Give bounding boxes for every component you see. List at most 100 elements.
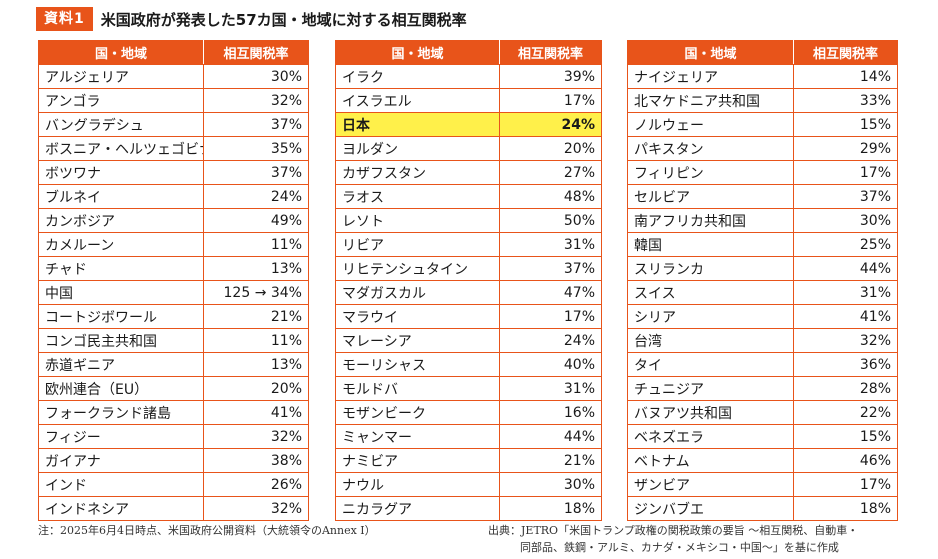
- rate-cell: 20%: [203, 376, 309, 401]
- country-cell: アンゴラ: [38, 88, 204, 113]
- country-cell: 欧州連合（EU）: [38, 376, 204, 401]
- rate-cell: 30%: [499, 472, 602, 497]
- column-header-rate: 相互関税率: [203, 40, 309, 65]
- country-cell: バヌアツ共和国: [627, 400, 794, 425]
- rate-cell: 24%: [203, 184, 309, 209]
- table-row: ヨルダン 20%: [335, 136, 602, 161]
- table-row: リヒテンシュタイン 37%: [335, 256, 602, 281]
- rate-cell: 22%: [793, 400, 898, 425]
- table-row: シリア 41%: [627, 304, 898, 329]
- document-title: 米国政府が発表した57カ国・地域に対する相互関税率: [100, 10, 467, 29]
- rate-cell: 30%: [793, 208, 898, 233]
- rate-cell: 28%: [793, 376, 898, 401]
- source-line-2: 同部品、鉄鋼・アルミ、カナダ・メキシコ・中国～」を基に作成: [520, 541, 839, 554]
- table-row: マダガスカル 47%: [335, 280, 602, 305]
- table-row: マラウイ 17%: [335, 304, 602, 329]
- table-row: アルジェリア 30%: [38, 64, 309, 89]
- rate-cell: 44%: [499, 424, 602, 449]
- rate-cell: 18%: [793, 496, 898, 521]
- country-cell: 日本: [335, 112, 500, 137]
- country-cell: 中国: [38, 280, 204, 305]
- rate-cell: 11%: [203, 328, 309, 353]
- country-cell: ボツワナ: [38, 160, 204, 185]
- rate-cell: 17%: [793, 472, 898, 497]
- country-cell: ミャンマー: [335, 424, 500, 449]
- rate-cell: 35%: [203, 136, 309, 161]
- table-row: バヌアツ共和国 22%: [627, 400, 898, 425]
- rate-cell: 37%: [203, 160, 309, 185]
- table-row: スイス 31%: [627, 280, 898, 305]
- column-header-country: 国・地域: [335, 40, 500, 65]
- rate-cell: 26%: [203, 472, 309, 497]
- table-row: レソト 50%: [335, 208, 602, 233]
- country-cell: ジンバブエ: [627, 496, 794, 521]
- table-row: ナイジェリア 14%: [627, 64, 898, 89]
- country-cell: フィリピン: [627, 160, 794, 185]
- source-line-1: 出典：JETRO「米国トランプ政権の関税政策の要旨 ～相互関税、自動車・: [488, 524, 859, 537]
- rate-cell: 41%: [203, 400, 309, 425]
- rate-cell: 15%: [793, 424, 898, 449]
- table-row: 台湾 32%: [627, 328, 898, 353]
- table-row: ザンビア 17%: [627, 472, 898, 497]
- rate-cell: 32%: [793, 328, 898, 353]
- rate-cell: 29%: [793, 136, 898, 161]
- column-header-rate: 相互関税率: [793, 40, 898, 65]
- rate-cell: 30%: [203, 64, 309, 89]
- table-row: モーリシャス 40%: [335, 352, 602, 377]
- document-header: 資料1 米国政府が発表した57カ国・地域に対する相互関税率: [36, 6, 467, 32]
- country-cell: モザンビーク: [335, 400, 500, 425]
- table-row: セルビア 37%: [627, 184, 898, 209]
- country-cell: ザンビア: [627, 472, 794, 497]
- table-row: ボツワナ 37%: [38, 160, 309, 185]
- country-cell: 韓国: [627, 232, 794, 257]
- country-cell: チュニジア: [627, 376, 794, 401]
- table-row: カンボジア 49%: [38, 208, 309, 233]
- country-cell: フィジー: [38, 424, 204, 449]
- country-cell: カメルーン: [38, 232, 204, 257]
- rate-cell: 18%: [499, 496, 602, 521]
- rate-cell: 27%: [499, 160, 602, 185]
- table-row: コートジボワール 21%: [38, 304, 309, 329]
- rate-cell: 39%: [499, 64, 602, 89]
- rate-cell: 48%: [499, 184, 602, 209]
- rate-cell: 49%: [203, 208, 309, 233]
- table-row: イラク 39%: [335, 64, 602, 89]
- rate-cell: 15%: [793, 112, 898, 137]
- rate-cell: 24%: [499, 112, 602, 137]
- rate-cell: 11%: [203, 232, 309, 257]
- rate-cell: 44%: [793, 256, 898, 281]
- rate-cell: 21%: [499, 448, 602, 473]
- rate-cell: 17%: [793, 160, 898, 185]
- table-row: ミャンマー 44%: [335, 424, 602, 449]
- table-row: カザフスタン 27%: [335, 160, 602, 185]
- rate-cell: 13%: [203, 256, 309, 281]
- country-cell: ナウル: [335, 472, 500, 497]
- table-row: 韓国 25%: [627, 232, 898, 257]
- rate-cell: 20%: [499, 136, 602, 161]
- rate-cell: 37%: [499, 256, 602, 281]
- table-row: タイ 36%: [627, 352, 898, 377]
- footnote: 注：2025年6月4日時点、米国政府公開資料（大統領令のAnnex I）: [38, 524, 376, 537]
- rate-cell: 31%: [499, 376, 602, 401]
- table-row: フォークランド諸島 41%: [38, 400, 309, 425]
- rate-cell: 25%: [793, 232, 898, 257]
- table-row: チャド 13%: [38, 256, 309, 281]
- table-row: ベトナム 46%: [627, 448, 898, 473]
- table-row: ニカラグア 18%: [335, 496, 602, 521]
- rate-cell: 24%: [499, 328, 602, 353]
- country-cell: マダガスカル: [335, 280, 500, 305]
- country-cell: ラオス: [335, 184, 500, 209]
- country-cell: イスラエル: [335, 88, 500, 113]
- rate-cell: 31%: [499, 232, 602, 257]
- country-cell: ヨルダン: [335, 136, 500, 161]
- tariff-table-2: 国・地域 相互関税率 イラク 39% イスラエル 17% 日本 24% ヨルダン 20% カザフ…: [335, 40, 602, 521]
- rate-cell: 50%: [499, 208, 602, 233]
- country-cell: リヒテンシュタイン: [335, 256, 500, 281]
- rate-cell: 38%: [203, 448, 309, 473]
- table-row: ブルネイ 24%: [38, 184, 309, 209]
- table-row: ラオス 48%: [335, 184, 602, 209]
- table-row: ノルウェー 15%: [627, 112, 898, 137]
- country-cell: コンゴ民主共和国: [38, 328, 204, 353]
- rate-cell: 32%: [203, 424, 309, 449]
- country-cell: ベネズエラ: [627, 424, 794, 449]
